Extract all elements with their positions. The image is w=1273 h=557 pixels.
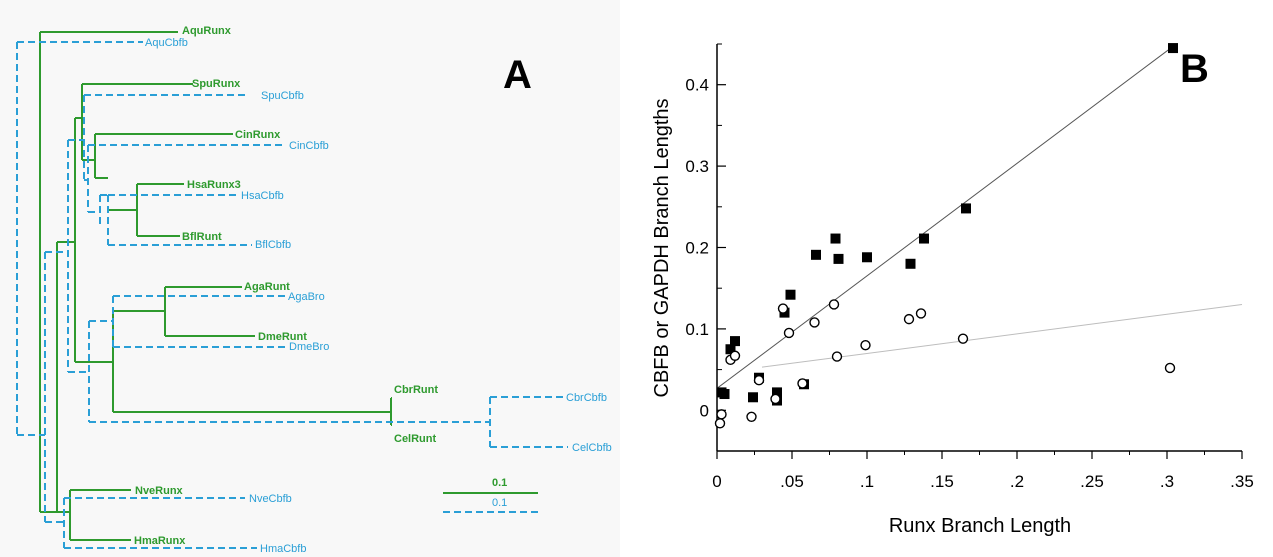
square-point bbox=[833, 253, 844, 264]
cbfb-taxon-label: DmeBro bbox=[289, 341, 329, 353]
y-tick-label: 0.4 bbox=[685, 76, 709, 95]
runx-taxon-label: AquRunx bbox=[182, 25, 232, 37]
tree-panel-background bbox=[0, 0, 620, 557]
x-tick-label: .1 bbox=[860, 472, 874, 491]
square-point bbox=[961, 203, 971, 214]
x-tick-label: .05 bbox=[780, 472, 804, 491]
square-point bbox=[862, 252, 872, 263]
y-axis-title: CBFB or GAPDH Branch Lengths bbox=[651, 98, 673, 397]
cbfb-taxon-label: SpuCbfb bbox=[261, 90, 304, 102]
cbfb-taxon-label: NveCbfb bbox=[249, 493, 292, 505]
runx-taxon-label: AgaRunt bbox=[244, 281, 290, 293]
square-point bbox=[785, 289, 796, 300]
runx-taxon-label: CelRunt bbox=[394, 433, 437, 445]
square-point bbox=[719, 389, 730, 400]
x-tick-label: .25 bbox=[1080, 472, 1104, 491]
runx-taxon-label: CinRunx bbox=[235, 129, 281, 141]
x-axis-title: Runx Branch Length bbox=[889, 515, 1071, 537]
square-point bbox=[830, 233, 841, 244]
circle-point bbox=[714, 418, 726, 429]
circle-point bbox=[860, 339, 871, 351]
circle-point bbox=[809, 317, 820, 328]
y-tick-label: 0 bbox=[700, 401, 709, 420]
cbfb-taxon-label: CinCbfb bbox=[289, 140, 329, 152]
runx-taxon-label: BflRunt bbox=[182, 231, 222, 243]
cbfb-taxon-label: HmaCbfb bbox=[260, 543, 306, 555]
runx-taxon-label: NveRunx bbox=[135, 485, 184, 497]
circle-point bbox=[729, 350, 741, 361]
scatter-background bbox=[620, 0, 1273, 557]
square-point bbox=[1168, 43, 1178, 54]
circle-point bbox=[831, 351, 843, 362]
panel-a-label: A bbox=[503, 53, 532, 97]
circle-point bbox=[1164, 362, 1176, 374]
x-tick-label: 0 bbox=[712, 472, 721, 491]
circle-point bbox=[797, 378, 808, 389]
runx-taxon-label: CbrRunt bbox=[394, 384, 438, 396]
cbfb-taxon-label: HsaCbfb bbox=[241, 190, 284, 202]
runx-taxon-label: HmaRunx bbox=[134, 535, 186, 547]
square-point bbox=[772, 387, 782, 398]
scale-bar-cbfb-label: 0.1 bbox=[492, 497, 507, 509]
x-tick-label: .2 bbox=[1010, 472, 1024, 491]
x-tick-label: .35 bbox=[1230, 472, 1254, 491]
circle-point bbox=[783, 327, 795, 339]
scatter-axes: 0 .05 .1 .15 .2 .25 .3 .35 0 0.1 0.2 0.3 0.4 bbox=[685, 43, 1254, 491]
cbfb-taxon-label: CbrCbfb bbox=[566, 392, 607, 404]
phylogenetic-trees-panel: AquRunx SpuRunx CinRunx HsaRunx3 BflRunt AgaR… bbox=[0, 0, 620, 557]
y-tick-label: 0.2 bbox=[685, 239, 709, 258]
circle-point bbox=[716, 409, 727, 420]
circle-point bbox=[770, 393, 781, 405]
circle-point bbox=[903, 313, 915, 325]
x-tick-label: .3 bbox=[1160, 472, 1174, 491]
tree-branches bbox=[16, 31, 568, 549]
circle-point bbox=[777, 303, 789, 314]
runx-taxon-label: SpuRunx bbox=[192, 78, 241, 90]
x-tick-label: .15 bbox=[930, 472, 954, 491]
circle-point bbox=[753, 374, 765, 386]
circle-point bbox=[915, 308, 927, 319]
scatter-points bbox=[714, 43, 1178, 429]
circle-point bbox=[746, 411, 757, 423]
branch-length-scatter: 0 .05 .1 .15 .2 .25 .3 .35 0 0.1 0.2 0.3 0.4 Runx Br… bbox=[620, 0, 1273, 557]
square-point bbox=[905, 258, 916, 269]
cbfb-taxon-label: AgaBro bbox=[288, 291, 325, 303]
square-point bbox=[919, 233, 929, 244]
square-point bbox=[725, 344, 736, 355]
tree-labels: AquRunx SpuRunx CinRunx HsaRunx3 BflRunt AgaR… bbox=[134, 25, 612, 555]
runx-taxon-label: HsaRunx3 bbox=[187, 179, 241, 191]
square-point bbox=[811, 249, 821, 260]
y-tick-label: 0.1 bbox=[685, 320, 709, 339]
scale-bar-runx-label: 0.1 bbox=[492, 477, 507, 489]
circle-point bbox=[828, 299, 840, 310]
cbfb-taxon-label: CelCbfb bbox=[572, 442, 612, 454]
y-tick-label: 0.3 bbox=[685, 157, 709, 176]
runx-taxon-label: DmeRunt bbox=[258, 331, 307, 343]
square-point bbox=[748, 392, 758, 403]
panel-b-label: B bbox=[1180, 47, 1209, 91]
square-point bbox=[730, 336, 740, 347]
cbfb-taxon-label: BflCbfb bbox=[255, 239, 291, 251]
circle-point bbox=[957, 333, 969, 344]
cbfb-taxon-label: AquCbfb bbox=[145, 37, 188, 49]
